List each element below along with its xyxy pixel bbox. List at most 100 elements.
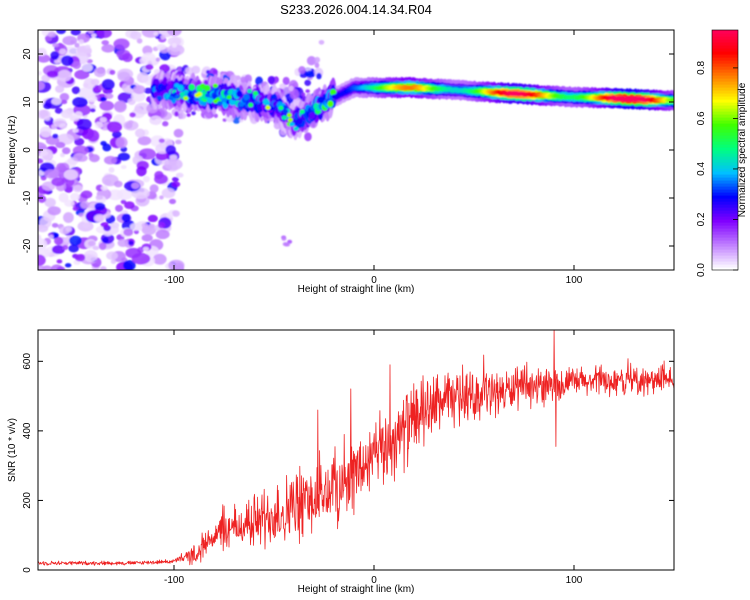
noise-blob xyxy=(39,126,52,138)
colorbar-strip xyxy=(712,150,738,154)
noise-blob xyxy=(100,266,107,270)
ridge-blob xyxy=(217,101,223,106)
noise-blob xyxy=(101,79,115,90)
ridge-blob xyxy=(243,93,250,101)
noise-blob xyxy=(142,175,150,183)
noise-blob xyxy=(38,158,44,164)
noise-blob xyxy=(38,195,47,203)
colorbar-strip xyxy=(712,180,738,184)
ridge-blob xyxy=(248,102,254,108)
noise-blob xyxy=(83,250,98,263)
colorbar-strip xyxy=(712,54,738,58)
noise-blob xyxy=(145,64,154,70)
noise-blob xyxy=(87,130,100,142)
ridge-blob xyxy=(282,109,289,114)
noise-blob xyxy=(69,235,82,246)
ridge-blob xyxy=(278,105,284,111)
ridge-blob xyxy=(289,122,295,127)
ridge-blob xyxy=(265,105,271,110)
noise-blob xyxy=(43,169,59,179)
noise-blob xyxy=(134,128,146,138)
noise-blob xyxy=(136,166,147,177)
colorbar-strip xyxy=(712,192,738,196)
noise-blob xyxy=(73,152,86,162)
ridge-blob xyxy=(174,83,180,88)
noise-blob xyxy=(143,87,154,94)
ridge-blob xyxy=(281,115,287,120)
noise-blob xyxy=(39,148,54,161)
noise-blob xyxy=(147,60,153,66)
colorbar-strip xyxy=(712,183,738,187)
noise-blob xyxy=(255,76,264,86)
noise-blob xyxy=(76,118,92,130)
colorbar-strip xyxy=(712,90,738,94)
colorbar-strip xyxy=(712,63,738,67)
ridge-blob xyxy=(327,100,334,108)
colorbar-tick-label: 0.8 xyxy=(696,61,707,75)
colorbar-strip xyxy=(712,123,738,127)
noise-blob xyxy=(74,137,85,146)
noise-blob xyxy=(149,115,162,126)
colorbar-strip xyxy=(712,195,738,199)
noise-blob xyxy=(155,151,169,161)
noise-blob xyxy=(165,144,176,155)
noise-blob xyxy=(162,121,169,127)
noise-blob xyxy=(51,177,65,187)
noise-blob xyxy=(213,113,218,119)
noise-blob xyxy=(148,223,155,228)
colorbar-strip xyxy=(712,255,738,259)
spectrogram-blobs xyxy=(38,30,674,270)
noise-blob xyxy=(133,85,146,95)
colorbar-strip xyxy=(712,138,738,142)
colorbar-tick-label: 0.6 xyxy=(696,111,707,125)
noise-blob xyxy=(101,44,115,53)
noise-blob xyxy=(54,107,63,114)
noise-blob xyxy=(72,61,82,70)
colorbar-strip xyxy=(712,126,738,130)
noise-blob xyxy=(123,259,136,270)
ridge-blob xyxy=(309,112,316,120)
noise-blob xyxy=(38,238,48,251)
noise-blob xyxy=(167,44,185,56)
colorbar-strip xyxy=(712,156,738,160)
noise-blob xyxy=(44,116,51,121)
spectrogram-y-tick-label: -10 xyxy=(22,190,33,205)
noise-blob xyxy=(38,224,43,229)
snr-y-ticks: 0 200 400 600 xyxy=(22,353,674,573)
noise-blob xyxy=(90,78,100,86)
noise-blob xyxy=(103,155,117,165)
noise-blob xyxy=(159,64,171,73)
noise-blob xyxy=(108,167,115,173)
noise-blob xyxy=(149,184,159,193)
spectrogram-y-ticks: -20 -10 0 10 20 xyxy=(22,48,674,253)
noise-blob xyxy=(58,192,69,203)
noise-blob xyxy=(155,143,169,154)
colorbar-strip xyxy=(712,135,738,139)
noise-blob xyxy=(117,238,129,248)
noise-blob xyxy=(173,128,184,138)
noise-blob xyxy=(120,165,127,170)
noise-blob xyxy=(129,112,136,118)
ridge-blob xyxy=(293,126,299,131)
snr-y-label: SNR (10 * v/v) xyxy=(7,418,18,482)
colorbar-strip xyxy=(712,210,738,214)
noise-blob xyxy=(48,234,54,239)
noise-blob xyxy=(56,259,63,264)
noise-blob xyxy=(41,181,56,191)
colorbar-strip xyxy=(712,153,738,157)
noise-blob xyxy=(102,143,112,152)
colorbar-strip xyxy=(712,201,738,205)
noise-blob xyxy=(90,108,96,113)
colorbar-strip xyxy=(712,162,738,166)
colorbar-strip xyxy=(712,261,738,265)
noise-blob xyxy=(63,212,74,223)
ridge-blob xyxy=(236,90,243,98)
noise-blob xyxy=(160,34,166,40)
noise-blob xyxy=(306,55,317,66)
noise-blob xyxy=(318,39,325,45)
noise-blob xyxy=(64,199,75,207)
colorbar-strip xyxy=(712,177,738,181)
ridge-blob xyxy=(212,83,218,88)
spectrogram-y-tick-label: 0 xyxy=(22,147,33,153)
noise-blob xyxy=(137,136,152,146)
